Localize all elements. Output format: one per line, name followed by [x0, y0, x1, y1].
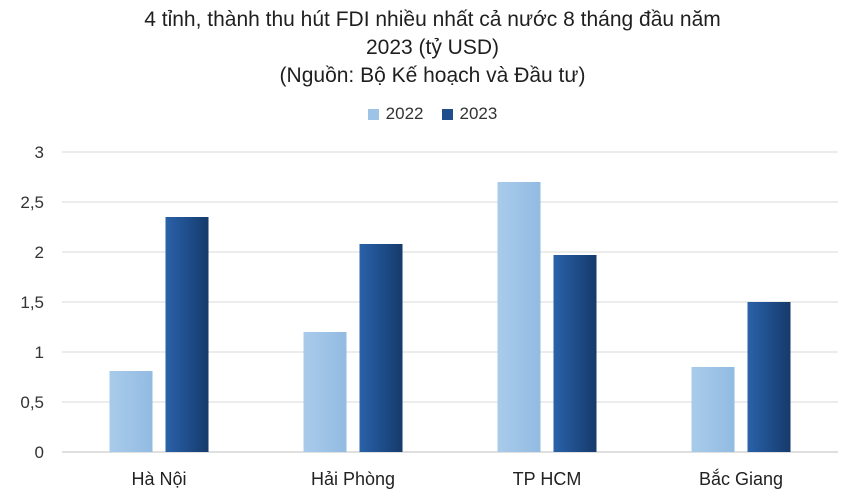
- y-tick-label-1: 0,5: [20, 393, 44, 412]
- legend-label-2023: 2023: [459, 104, 498, 123]
- legend-swatch-2023: [441, 108, 453, 120]
- bar-2022-0: [109, 371, 153, 452]
- legend-swatch-2022: [367, 108, 379, 120]
- x-category-label-3: Bắc Giang: [699, 468, 783, 489]
- legend-item-2023: 2023: [441, 104, 498, 124]
- bar-2022-3: [691, 367, 735, 452]
- x-category-label-2: TP HCM: [513, 469, 582, 489]
- legend-label-2022: 2022: [385, 104, 424, 123]
- bar-2023-0: [165, 217, 209, 452]
- bar-2023-3: [747, 302, 791, 452]
- chart-title: 4 tỉnh, thành thu hút FDI nhiều nhất cả …: [0, 6, 865, 90]
- y-tick-label-4: 2: [35, 243, 44, 262]
- y-tick-label-2: 1: [35, 343, 44, 362]
- x-category-label-0: Hà Nội: [131, 469, 186, 489]
- y-tick-label-0: 0: [35, 443, 44, 462]
- y-tick-label-5: 2,5: [20, 193, 44, 212]
- x-category-label-1: Hải Phòng: [311, 469, 395, 489]
- y-tick-label-6: 3: [35, 143, 44, 162]
- chart-legend: 2022 2023: [0, 104, 865, 124]
- chart-title-line-3: (Nguồn: Bộ Kế hoạch và Đầu tư): [279, 64, 586, 87]
- chart-title-line-2: 2023 (tỷ USD): [365, 36, 500, 59]
- legend-item-2022: 2022: [367, 104, 424, 124]
- y-tick-label-3: 1,5: [20, 293, 44, 312]
- chart-title-line-1: 4 tỉnh, thành thu hút FDI nhiều nhất cả …: [144, 8, 721, 31]
- bar-2023-1: [359, 244, 403, 452]
- bar-2022-1: [303, 332, 347, 452]
- bar-2023-2: [553, 255, 597, 452]
- bar-2022-2: [497, 182, 541, 452]
